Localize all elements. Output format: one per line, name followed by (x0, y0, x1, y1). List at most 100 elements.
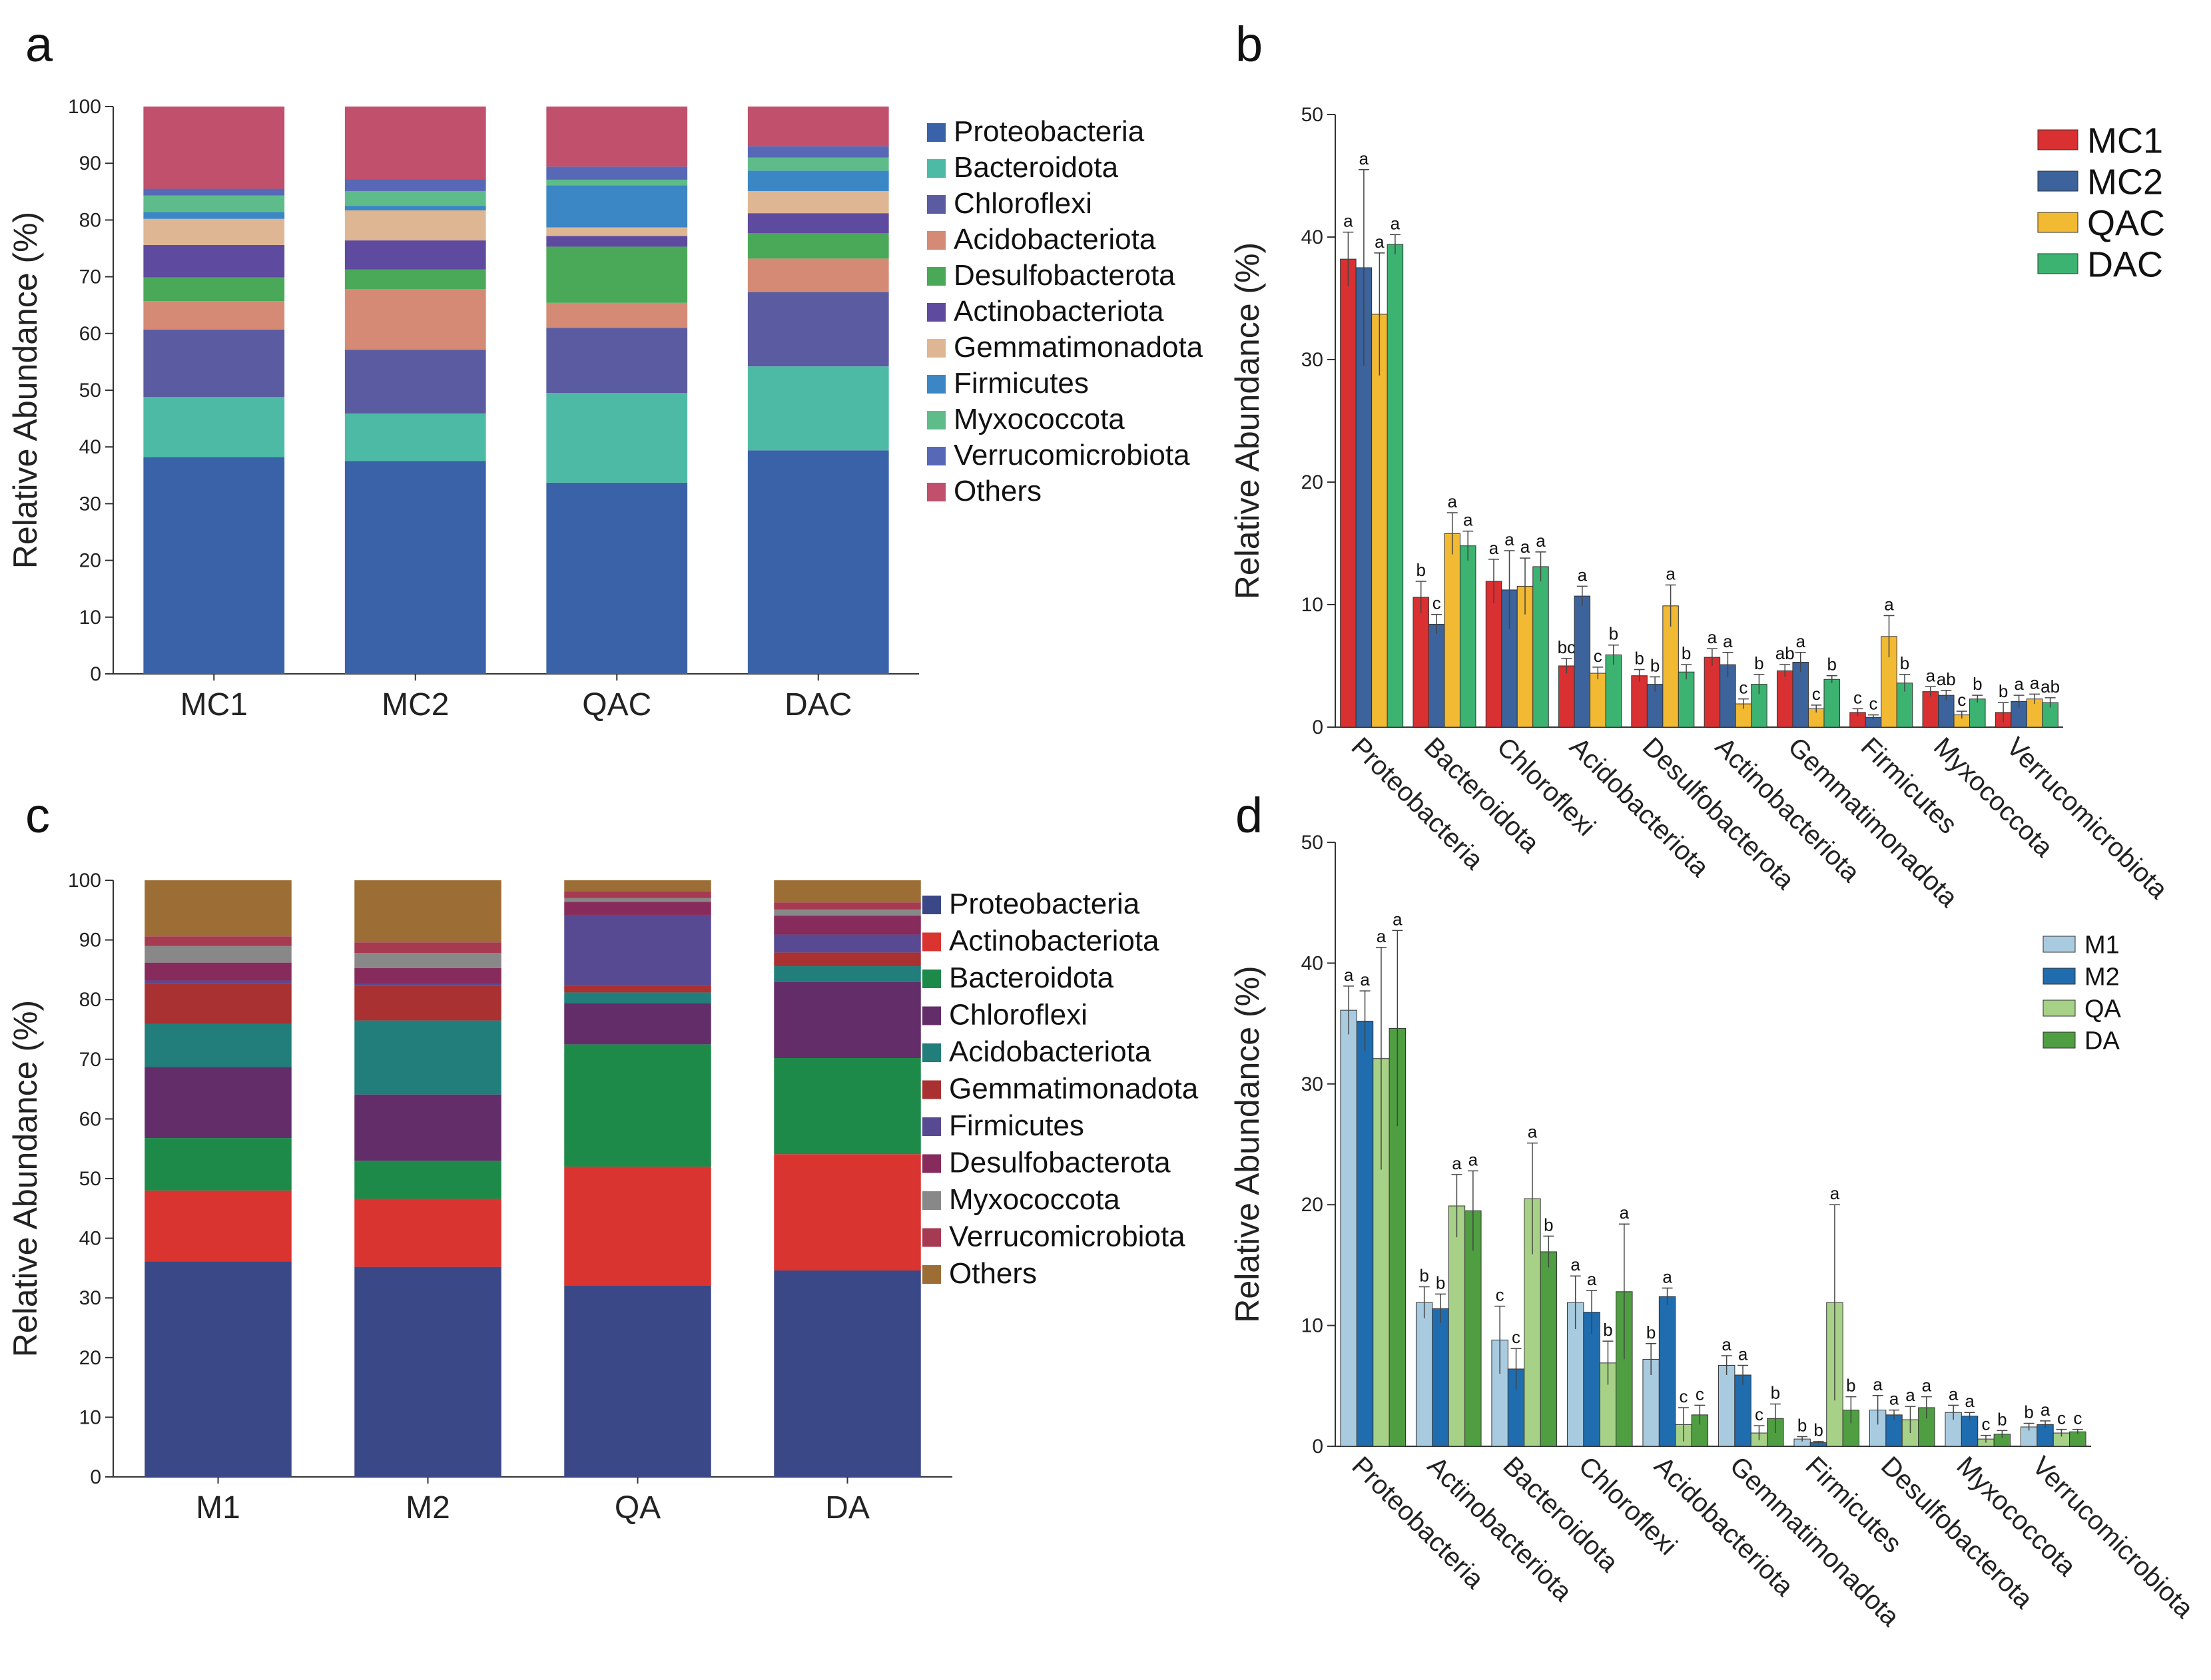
legend-swatch (2043, 999, 2076, 1017)
x-category-label: DAC (785, 687, 852, 722)
significance-letter: a (2014, 674, 2024, 694)
significance-letter: b (1419, 1266, 1428, 1286)
stack-segment-gemmatimonadota (747, 190, 889, 214)
bar-mc2 (1574, 595, 1591, 728)
significance-letter: a (1722, 1334, 1732, 1354)
significance-letter: a (1504, 529, 1514, 549)
legend-label: Actinobacteriota (954, 295, 1164, 328)
y-tick-label: 0 (90, 1466, 101, 1488)
bar-m2 (1658, 1296, 1676, 1447)
legend-label: Gemmatimonadota (949, 1073, 1199, 1105)
y-tick-label: 20 (1301, 471, 1323, 493)
legend-swatch (2037, 129, 2078, 150)
y-tick-label: 50 (79, 380, 101, 402)
y-tick-label: 20 (1301, 1194, 1323, 1216)
y-tick-label: 70 (79, 266, 101, 288)
y-tick-label: 40 (1301, 226, 1323, 248)
significance-letter: c (1432, 593, 1441, 613)
y-tick-label: 30 (79, 493, 101, 515)
bar-mc1 (1776, 670, 1793, 728)
stack-segment-acidobacteriota (774, 966, 921, 982)
significance-letter: a (2030, 673, 2040, 693)
stack-segment-chloroflexi (354, 1094, 501, 1161)
legend-label: M2 (2084, 964, 2120, 991)
y-tick-label: 50 (79, 1168, 101, 1190)
significance-letter: a (1795, 631, 1805, 651)
bar-qac (1444, 533, 1460, 728)
significance-letter: b (1797, 1415, 1807, 1435)
legend-swatch (922, 1154, 941, 1173)
stack-segment-acidobacteriota (564, 992, 711, 1003)
significance-letter: c (2057, 1408, 2066, 1428)
y-tick-label: 10 (1301, 1315, 1323, 1337)
stack-segment-others (354, 880, 501, 943)
significance-letter: a (1738, 1344, 1748, 1364)
significance-letter: a (1884, 595, 1894, 615)
legend-label: Proteobacteria (954, 115, 1145, 148)
legend-swatch (927, 159, 946, 178)
legend-swatch (927, 375, 946, 394)
significance-letter: a (1536, 531, 1546, 551)
stack-segment-proteobacteria (774, 1270, 921, 1477)
legend-label: Firmicutes (954, 367, 1089, 400)
bar-m1 (2020, 1426, 2038, 1447)
legend-swatch (927, 483, 946, 501)
significance-letter: a (1343, 211, 1353, 231)
stack-segment-chloroflexi (344, 350, 486, 414)
stack-segment-verrucomicrobiota (747, 146, 889, 158)
bar-da (1540, 1251, 1558, 1447)
stack-segment-proteobacteria (354, 1266, 501, 1477)
y-tick-label: 100 (68, 870, 101, 892)
y-tick-label: 40 (1301, 952, 1323, 974)
legend-swatch (922, 1228, 941, 1247)
legend-swatch (2037, 253, 2078, 274)
legend-swatch (2043, 1031, 2076, 1049)
legend-label: Myxococcota (949, 1183, 1120, 1216)
bar-dac (1532, 566, 1549, 728)
bar-qac (1371, 314, 1388, 728)
legend-label: Acidobacteriota (954, 223, 1156, 256)
y-tick-label: 0 (1312, 716, 1323, 738)
significance-letter: a (1360, 970, 1370, 989)
significance-letter: b (1973, 674, 1982, 694)
stack-segment-acidobacteriota (344, 289, 486, 350)
stack-segment-firmicutes (344, 206, 486, 210)
panel-letter-c: c (25, 788, 50, 843)
x-category-label: MC1 (180, 687, 248, 722)
bar-m1 (1415, 1302, 1433, 1447)
significance-letter: c (1755, 1404, 1763, 1424)
x-category-label: MC2 (382, 687, 449, 722)
y-tick-label: 20 (79, 1347, 101, 1369)
stack-segment-chloroflexi (564, 1003, 711, 1045)
stack-segment-others (564, 880, 711, 892)
bar-m2 (1583, 1312, 1600, 1447)
significance-letter: a (1965, 1391, 1975, 1411)
bar-mc1 (1340, 258, 1357, 728)
significance-letter: a (1873, 1374, 1883, 1394)
y-axis-title: Relative Abundance (%) (7, 212, 44, 569)
stack-segment-actinobacteriota (747, 213, 889, 233)
bar-dac (1678, 671, 1695, 728)
significance-letter: c (1957, 690, 1966, 710)
significance-letter: c (1739, 678, 1747, 698)
significance-letter: b (1603, 1320, 1612, 1340)
y-tick-label: 80 (79, 989, 101, 1011)
stack-segment-firmicutes (747, 170, 889, 191)
legend-label: Desulfobacterota (949, 1147, 1171, 1179)
stack-segment-actinobacteriota (774, 1154, 921, 1270)
x-category-label: Proteobacteria (1346, 1451, 1490, 1595)
stack-segment-verrucomicrobiota (774, 902, 921, 910)
stack-segment-chloroflexi (145, 1067, 292, 1139)
legend-label: Actinobacteriota (949, 925, 1159, 958)
bar-mc2 (1428, 623, 1445, 728)
legend-swatch (927, 447, 946, 465)
legend-label: MC1 (2087, 121, 2163, 160)
bar-mc1 (1704, 657, 1721, 728)
legend-label: Chloroflexi (949, 999, 1088, 1031)
significance-letter: b (1997, 1409, 2007, 1429)
legend-label: Bacteroidota (949, 962, 1114, 994)
legend-swatch (927, 339, 946, 358)
stack-segment-acidobacteriota (747, 258, 889, 292)
